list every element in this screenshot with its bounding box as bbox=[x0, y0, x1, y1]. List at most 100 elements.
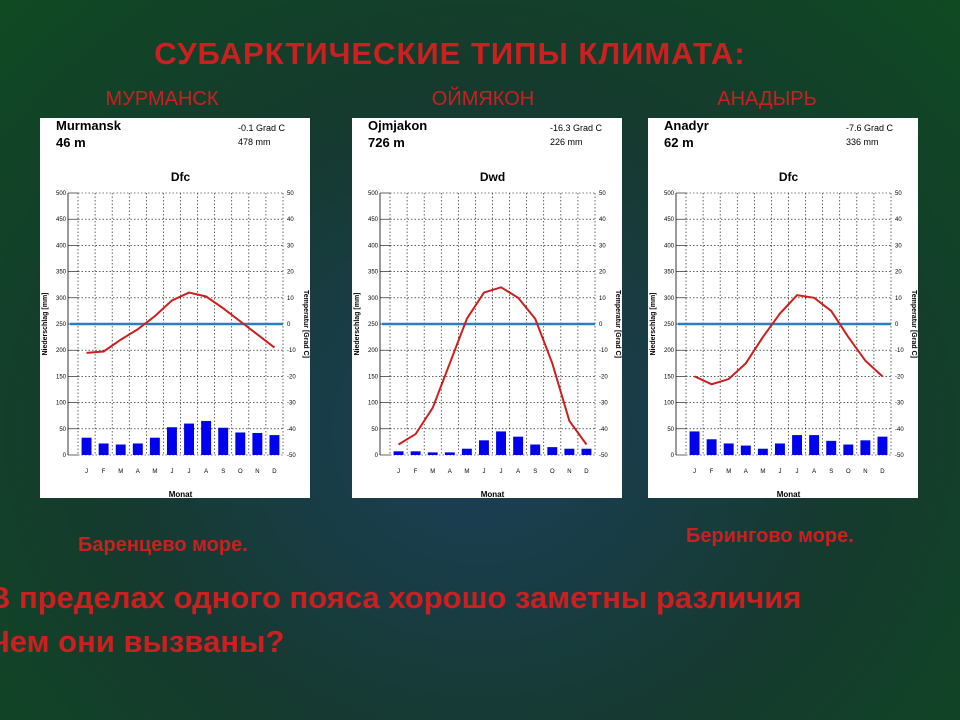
month-label: S bbox=[221, 469, 225, 475]
month-label: A bbox=[448, 469, 452, 475]
temp-tick-label: 0 bbox=[895, 322, 899, 328]
precip-tick-label: 150 bbox=[56, 374, 67, 380]
temp-tick-label: 0 bbox=[287, 322, 291, 328]
city-label-anadyr: АНАДЫРЬ bbox=[717, 88, 817, 110]
month-label: J bbox=[500, 469, 503, 475]
month-label: D bbox=[880, 469, 885, 475]
temp-tick-label: -50 bbox=[287, 453, 296, 459]
station-elevation: 726 m bbox=[368, 135, 405, 150]
month-label: N bbox=[567, 469, 571, 475]
precip-tick-label: 500 bbox=[664, 191, 675, 197]
precip-tick-label: 100 bbox=[664, 401, 675, 407]
temp-tick-label: -50 bbox=[599, 453, 608, 459]
month-label: J bbox=[778, 469, 781, 475]
precipitation-bar bbox=[860, 440, 871, 455]
temp-tick-label: 30 bbox=[287, 243, 294, 249]
temp-tick-label: 40 bbox=[895, 217, 902, 223]
precipitation-bar bbox=[167, 427, 177, 455]
climate-class: Dfc bbox=[171, 170, 191, 184]
month-label: J bbox=[188, 469, 191, 475]
precip-tick-label: 100 bbox=[368, 401, 379, 407]
temperature-line bbox=[398, 286, 588, 446]
temp-tick-label: 30 bbox=[599, 243, 606, 249]
station-name: Murmansk bbox=[56, 118, 122, 133]
precip-tick-label: 400 bbox=[664, 243, 675, 249]
climate-chart-murmansk: Murmansk 46 m -0.1 Grad C 478 mm Dfc 500 50 450… bbox=[40, 118, 310, 498]
temp-tick-label: -40 bbox=[599, 427, 608, 433]
month-label: J bbox=[85, 469, 88, 475]
y-axis-label-left: Niederschlag [mm] bbox=[354, 292, 361, 355]
month-label: J bbox=[796, 469, 799, 475]
month-label: M bbox=[152, 469, 157, 475]
city-label-murmansk: МУРМАНСК bbox=[105, 88, 219, 110]
precip-tick-label: 200 bbox=[56, 348, 67, 354]
precipitation-bar bbox=[740, 445, 751, 455]
temp-tick-label: 20 bbox=[287, 270, 294, 276]
precip-tick-label: 450 bbox=[56, 217, 67, 223]
precipitation-bar bbox=[132, 443, 143, 455]
precipitation-bar bbox=[547, 447, 558, 455]
climate-class: Dfc bbox=[779, 170, 799, 184]
station-name: Anadyr bbox=[664, 118, 709, 133]
temp-tick-label: 10 bbox=[895, 296, 902, 302]
annual-precipitation: 478 mm bbox=[238, 137, 271, 147]
month-label: S bbox=[533, 469, 537, 475]
temp-tick-label: 10 bbox=[287, 296, 294, 302]
precip-tick-label: 350 bbox=[56, 270, 67, 276]
city-label-oymyakon: ОЙМЯКОН bbox=[431, 88, 535, 110]
precipitation-bar bbox=[393, 451, 404, 455]
y-axis-label-left: Niederschlag [mm] bbox=[42, 292, 49, 355]
precipitation-bar bbox=[81, 437, 92, 455]
temp-tick-label: 20 bbox=[599, 270, 606, 276]
question-line-1: В пределах одного пояса хорошо заметны р… bbox=[0, 580, 802, 615]
precipitation-bar bbox=[252, 432, 263, 455]
temp-tick-label: -30 bbox=[287, 401, 296, 407]
y-axis-label-right: Temperatur [Grad C] bbox=[910, 290, 917, 358]
precipitation-bar bbox=[235, 432, 246, 455]
precip-tick-label: 450 bbox=[368, 217, 379, 223]
temp-tick-label: -30 bbox=[895, 401, 904, 407]
month-label: M bbox=[118, 469, 123, 475]
precipitation-bar bbox=[757, 448, 768, 455]
precipitation-bar bbox=[496, 431, 506, 455]
precip-tick-label: 200 bbox=[664, 348, 675, 354]
precip-tick-label: 50 bbox=[59, 427, 66, 433]
precipitation-bar bbox=[479, 440, 489, 455]
month-label: O bbox=[846, 469, 851, 475]
temp-tick-label: -10 bbox=[599, 348, 608, 354]
temp-tick-label: -20 bbox=[287, 374, 296, 380]
precip-tick-label: 350 bbox=[368, 270, 379, 276]
temp-tick-label: -30 bbox=[599, 401, 608, 407]
temp-tick-label: -40 bbox=[287, 427, 296, 433]
precip-tick-label: 300 bbox=[56, 296, 67, 302]
precip-tick-label: 250 bbox=[56, 322, 67, 328]
precipitation-bar bbox=[98, 443, 109, 455]
precip-tick-label: 450 bbox=[664, 217, 675, 223]
precipitation-bar bbox=[581, 448, 592, 455]
precipitation-bar bbox=[184, 423, 194, 455]
precipitation-bar bbox=[775, 443, 785, 455]
month-label: D bbox=[272, 469, 277, 475]
month-label: F bbox=[414, 469, 418, 475]
month-label: D bbox=[584, 469, 589, 475]
temp-tick-label: -40 bbox=[895, 427, 904, 433]
precip-tick-label: 250 bbox=[664, 322, 675, 328]
temp-tick-label: -10 bbox=[895, 348, 904, 354]
y-axis-label-right: Temperatur [Grad C] bbox=[614, 290, 621, 358]
month-label: A bbox=[204, 469, 208, 475]
precipitation-bar bbox=[269, 435, 280, 455]
precip-tick-label: 500 bbox=[368, 191, 379, 197]
precip-tick-label: 0 bbox=[63, 453, 67, 459]
precipitation-bar bbox=[706, 439, 717, 455]
precip-tick-label: 0 bbox=[671, 453, 675, 459]
y-axis-label-right: Temperatur [Grad C] bbox=[302, 290, 309, 358]
temp-tick-label: 40 bbox=[599, 217, 606, 223]
mean-temperature: -7.6 Grad C bbox=[846, 123, 894, 133]
question-line-2: Чем они вызваны? bbox=[0, 624, 285, 659]
climate-class: Dwd bbox=[480, 170, 505, 184]
month-label: M bbox=[726, 469, 731, 475]
month-label: J bbox=[170, 469, 173, 475]
mean-temperature: -16.3 Grad C bbox=[550, 123, 603, 133]
